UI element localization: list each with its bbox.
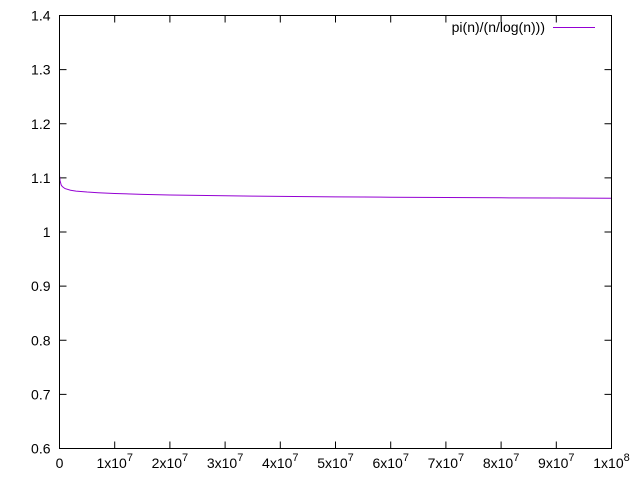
x-tick-mantissa: 5x10 [317, 455, 348, 471]
x-tick-mantissa: 3x10 [207, 455, 238, 471]
x-tick-label: 0 [56, 455, 64, 471]
y-tick-label: 0.8 [31, 332, 51, 348]
x-tick-exponent: 8 [624, 452, 630, 464]
plot-frame [59, 15, 612, 449]
y-tick-label: 1.2 [31, 116, 51, 132]
x-tick-label: 7x107 [428, 452, 464, 471]
plot-series [59, 175, 612, 199]
x-tick-label: 8x107 [483, 452, 519, 471]
x-tick-label: 4x107 [262, 452, 298, 471]
x-tick-label: 1x108 [593, 452, 629, 471]
x-tick-mantissa: 8x10 [483, 455, 514, 471]
legend: pi(n)/(n/log(n))) [452, 19, 595, 35]
x-tick-label: 3x107 [207, 452, 243, 471]
x-tick-mantissa: 1x10 [96, 455, 127, 471]
y-tick-label: 1 [43, 224, 51, 240]
x-tick-mantissa: 4x10 [262, 455, 293, 471]
x-tick-exponent: 7 [292, 452, 298, 464]
series-line [59, 175, 612, 199]
y-tick-label: 1.3 [31, 62, 51, 78]
x-tick-label: 2x107 [152, 452, 188, 471]
x-tick-exponent: 7 [127, 452, 133, 464]
x-tick-exponent: 7 [513, 452, 519, 464]
y-tick-label: 0.9 [31, 278, 51, 294]
x-tick-exponent: 7 [348, 452, 354, 464]
legend-label: pi(n)/(n/log(n))) [452, 19, 545, 35]
x-tick-mantissa: 1x10 [593, 455, 624, 471]
x-tick-exponent: 7 [237, 452, 243, 464]
x-tick-label: 5x107 [317, 452, 353, 471]
x-tick-mantissa: 7x10 [428, 455, 459, 471]
y-tick-label: 0.6 [31, 441, 51, 457]
y-tick-label: 1.4 [31, 8, 51, 24]
x-axis: 0 1x107 2x107 3x107 4x107 5x107 6x107 7x107 8x10… [56, 15, 630, 471]
x-tick-mantissa: 2x10 [152, 455, 183, 471]
y-axis: 0.6 0.7 0.8 0.9 1 1.1 1.2 1.3 1.4 [31, 8, 612, 457]
x-tick-label: 6x107 [372, 452, 408, 471]
x-tick-mantissa: 6x10 [372, 455, 403, 471]
x-tick-exponent: 7 [458, 452, 464, 464]
x-tick-exponent: 7 [568, 452, 574, 464]
x-tick-exponent: 7 [403, 452, 409, 464]
x-tick-exponent: 7 [182, 452, 188, 464]
x-tick-mantissa: 9x10 [538, 455, 569, 471]
x-tick-label: 9x107 [538, 452, 574, 471]
y-tick-label: 0.7 [31, 386, 51, 402]
x-tick-mantissa: 0 [56, 455, 64, 471]
y-tick-label: 1.1 [31, 170, 51, 186]
x-tick-label: 1x107 [96, 452, 132, 471]
